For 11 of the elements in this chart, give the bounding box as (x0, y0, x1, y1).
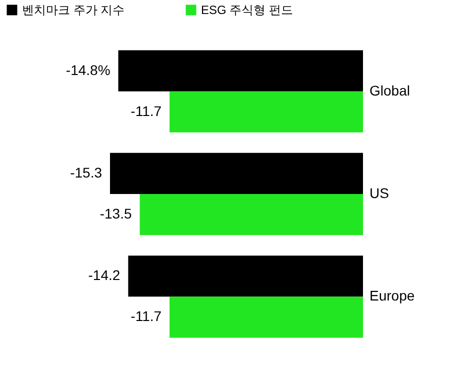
legend-label: ESG 주식형 펀드 (201, 3, 294, 17)
y-tick-label: Europe (370, 288, 415, 304)
data-label: -13.5 (100, 206, 132, 222)
y-tick-label: US (370, 185, 389, 201)
data-label: -14.8% (66, 62, 110, 78)
data-label: -15.3 (70, 164, 102, 180)
data-label: -11.7 (130, 102, 162, 119)
legend-label: 벤치마크 주가 지수 (22, 3, 125, 17)
data-label: -11.7 (130, 308, 162, 324)
data-label: -14.2 (88, 267, 120, 284)
y-tick-label: Global (370, 82, 410, 98)
